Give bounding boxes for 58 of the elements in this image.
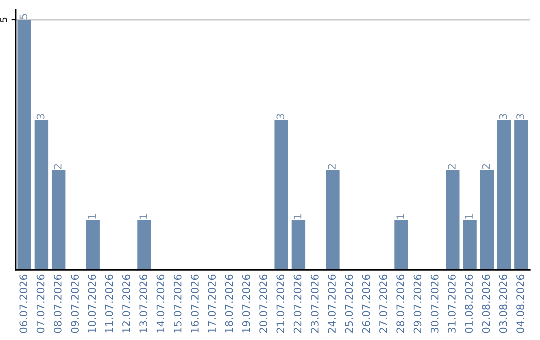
x-tick-label: 28.07.2026 [396, 274, 405, 334]
bar [86, 220, 100, 270]
x-tick-label: 20.07.2026 [260, 274, 268, 334]
x-tick-label: 13.07.2026 [140, 274, 148, 333]
x-tick-label: 24.07.2026 [328, 274, 336, 334]
x-tick-label: 07.07.2026 [36, 274, 45, 334]
x-tick-label: 08.07.2026 [54, 274, 62, 334]
data-label: 3 [276, 114, 285, 120]
x-tick-label: 14.07.2026 [156, 274, 165, 333]
data-label: 3 [516, 114, 524, 120]
x-tick-label: 10.07.2026 [88, 274, 96, 333]
bar [52, 170, 66, 270]
data-label: 1 [294, 214, 302, 219]
x-tick-label: 27.07.2026 [380, 274, 388, 334]
bar [34, 120, 49, 270]
bar [463, 220, 477, 270]
x-tick-label: 01.08.2026 [465, 274, 474, 334]
data-label: 1 [88, 214, 96, 219]
x-tick-label: 03.08.2026 [499, 274, 508, 334]
x-tick-label: 06.07.2026 [20, 274, 28, 334]
x-tick-label: 12.07.2026 [122, 274, 130, 333]
x-tick-label: 09.07.2026 [71, 274, 79, 334]
data-label: 2 [448, 164, 456, 170]
x-tick-label: 26.07.2026 [362, 274, 370, 334]
data-label: 1 [140, 214, 148, 219]
x-tick-label: 30.07.2026 [430, 274, 439, 334]
x-tick-label: 21.07.2026 [276, 274, 285, 334]
x-tick-label: 15.07.2026 [174, 274, 182, 333]
x-tick-label: 16.07.2026 [191, 274, 199, 333]
bar [326, 170, 340, 270]
bar [480, 170, 494, 270]
bar [292, 220, 306, 270]
x-tick-label: 31.07.2026 [448, 274, 456, 334]
bar [274, 120, 288, 270]
bar [497, 120, 512, 270]
bar [18, 20, 32, 270]
data-label: 2 [328, 164, 336, 170]
x-tick-label: 23.07.2026 [310, 274, 319, 334]
bar [138, 220, 152, 270]
x-tick-label: 17.07.2026 [208, 274, 216, 333]
x-tick-label: 19.07.2026 [242, 274, 250, 333]
x-tick-label: 11.07.2026 [105, 274, 114, 333]
bar [446, 170, 460, 270]
bar [394, 220, 408, 270]
bar [514, 120, 528, 270]
x-tick-label: 25.07.2026 [345, 274, 354, 334]
data-label: 1 [396, 214, 404, 219]
data-label: 3 [499, 114, 508, 120]
x-tick-label: 18.07.2026 [225, 274, 234, 333]
data-label: 5 [20, 14, 28, 20]
data-label: 2 [482, 164, 490, 170]
data-label: 2 [54, 164, 62, 170]
x-tick-label: 04.08.2026 [516, 274, 524, 334]
data-label: 3 [36, 114, 45, 120]
data-label: 1 [465, 214, 473, 219]
x-tick-label: 22.07.2026 [294, 274, 302, 334]
x-tick-label: 02.08.2026 [482, 274, 490, 334]
x-tick-label: 29.07.2026 [414, 274, 422, 334]
